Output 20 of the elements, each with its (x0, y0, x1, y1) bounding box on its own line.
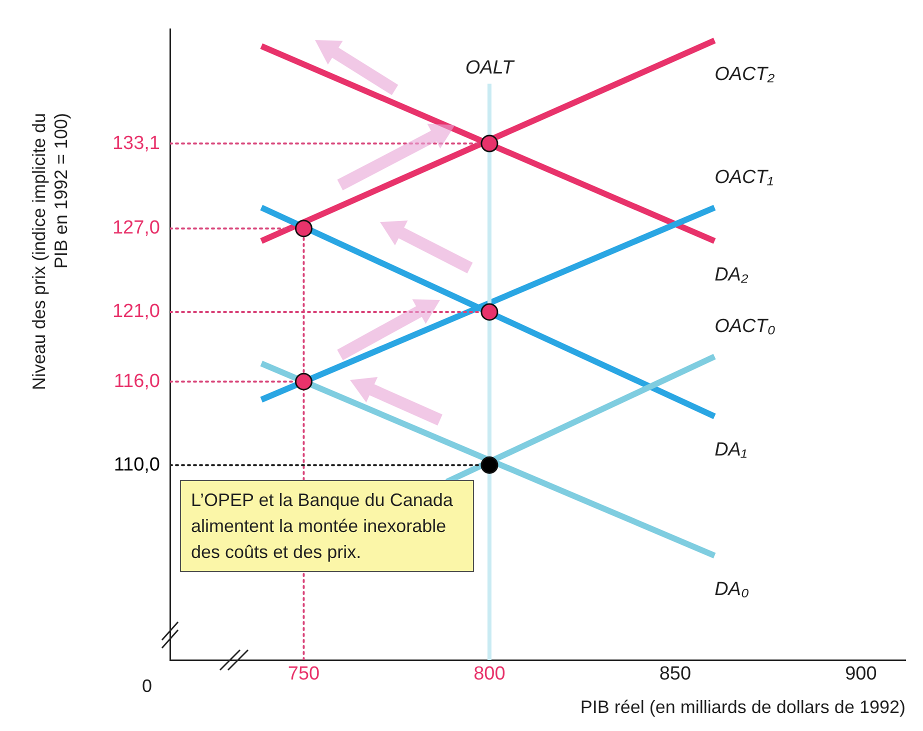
y-tick-label: 110,0 (114, 454, 160, 476)
series-label: OACT₀ (714, 316, 776, 337)
y-tick-label: 116,0 (114, 370, 160, 392)
series-label: DA₁ (714, 440, 747, 461)
x-tick-label: 800 (474, 664, 506, 685)
series-label: OALT (465, 57, 515, 78)
x-tick-label: 900 (845, 664, 877, 685)
x-axis-title: PIB réel (en milliards de dollars de 1992) (580, 697, 906, 718)
annotation: L’OPEP et la Banque du Canada alimentent la montée inexorable des coûts et des prix. (180, 480, 474, 572)
series-label: DA₀ (714, 578, 749, 600)
y-tick-label: 127,0 (112, 218, 160, 239)
text: 0 (142, 676, 152, 696)
series-label: DA₂ (714, 264, 749, 286)
y-tick-label: 121,0 (112, 301, 160, 322)
series-label: OACT₂ (714, 64, 776, 85)
y-axis-title: Niveau des prix (indice implicite du PIB en 1992 = 100) (28, 113, 72, 392)
series-label: OACT₁ (714, 166, 774, 188)
x-tick-label: 850 (659, 664, 692, 685)
x-tick-label: 750 (288, 664, 320, 685)
y-tick-label: 133,1 (112, 132, 160, 154)
